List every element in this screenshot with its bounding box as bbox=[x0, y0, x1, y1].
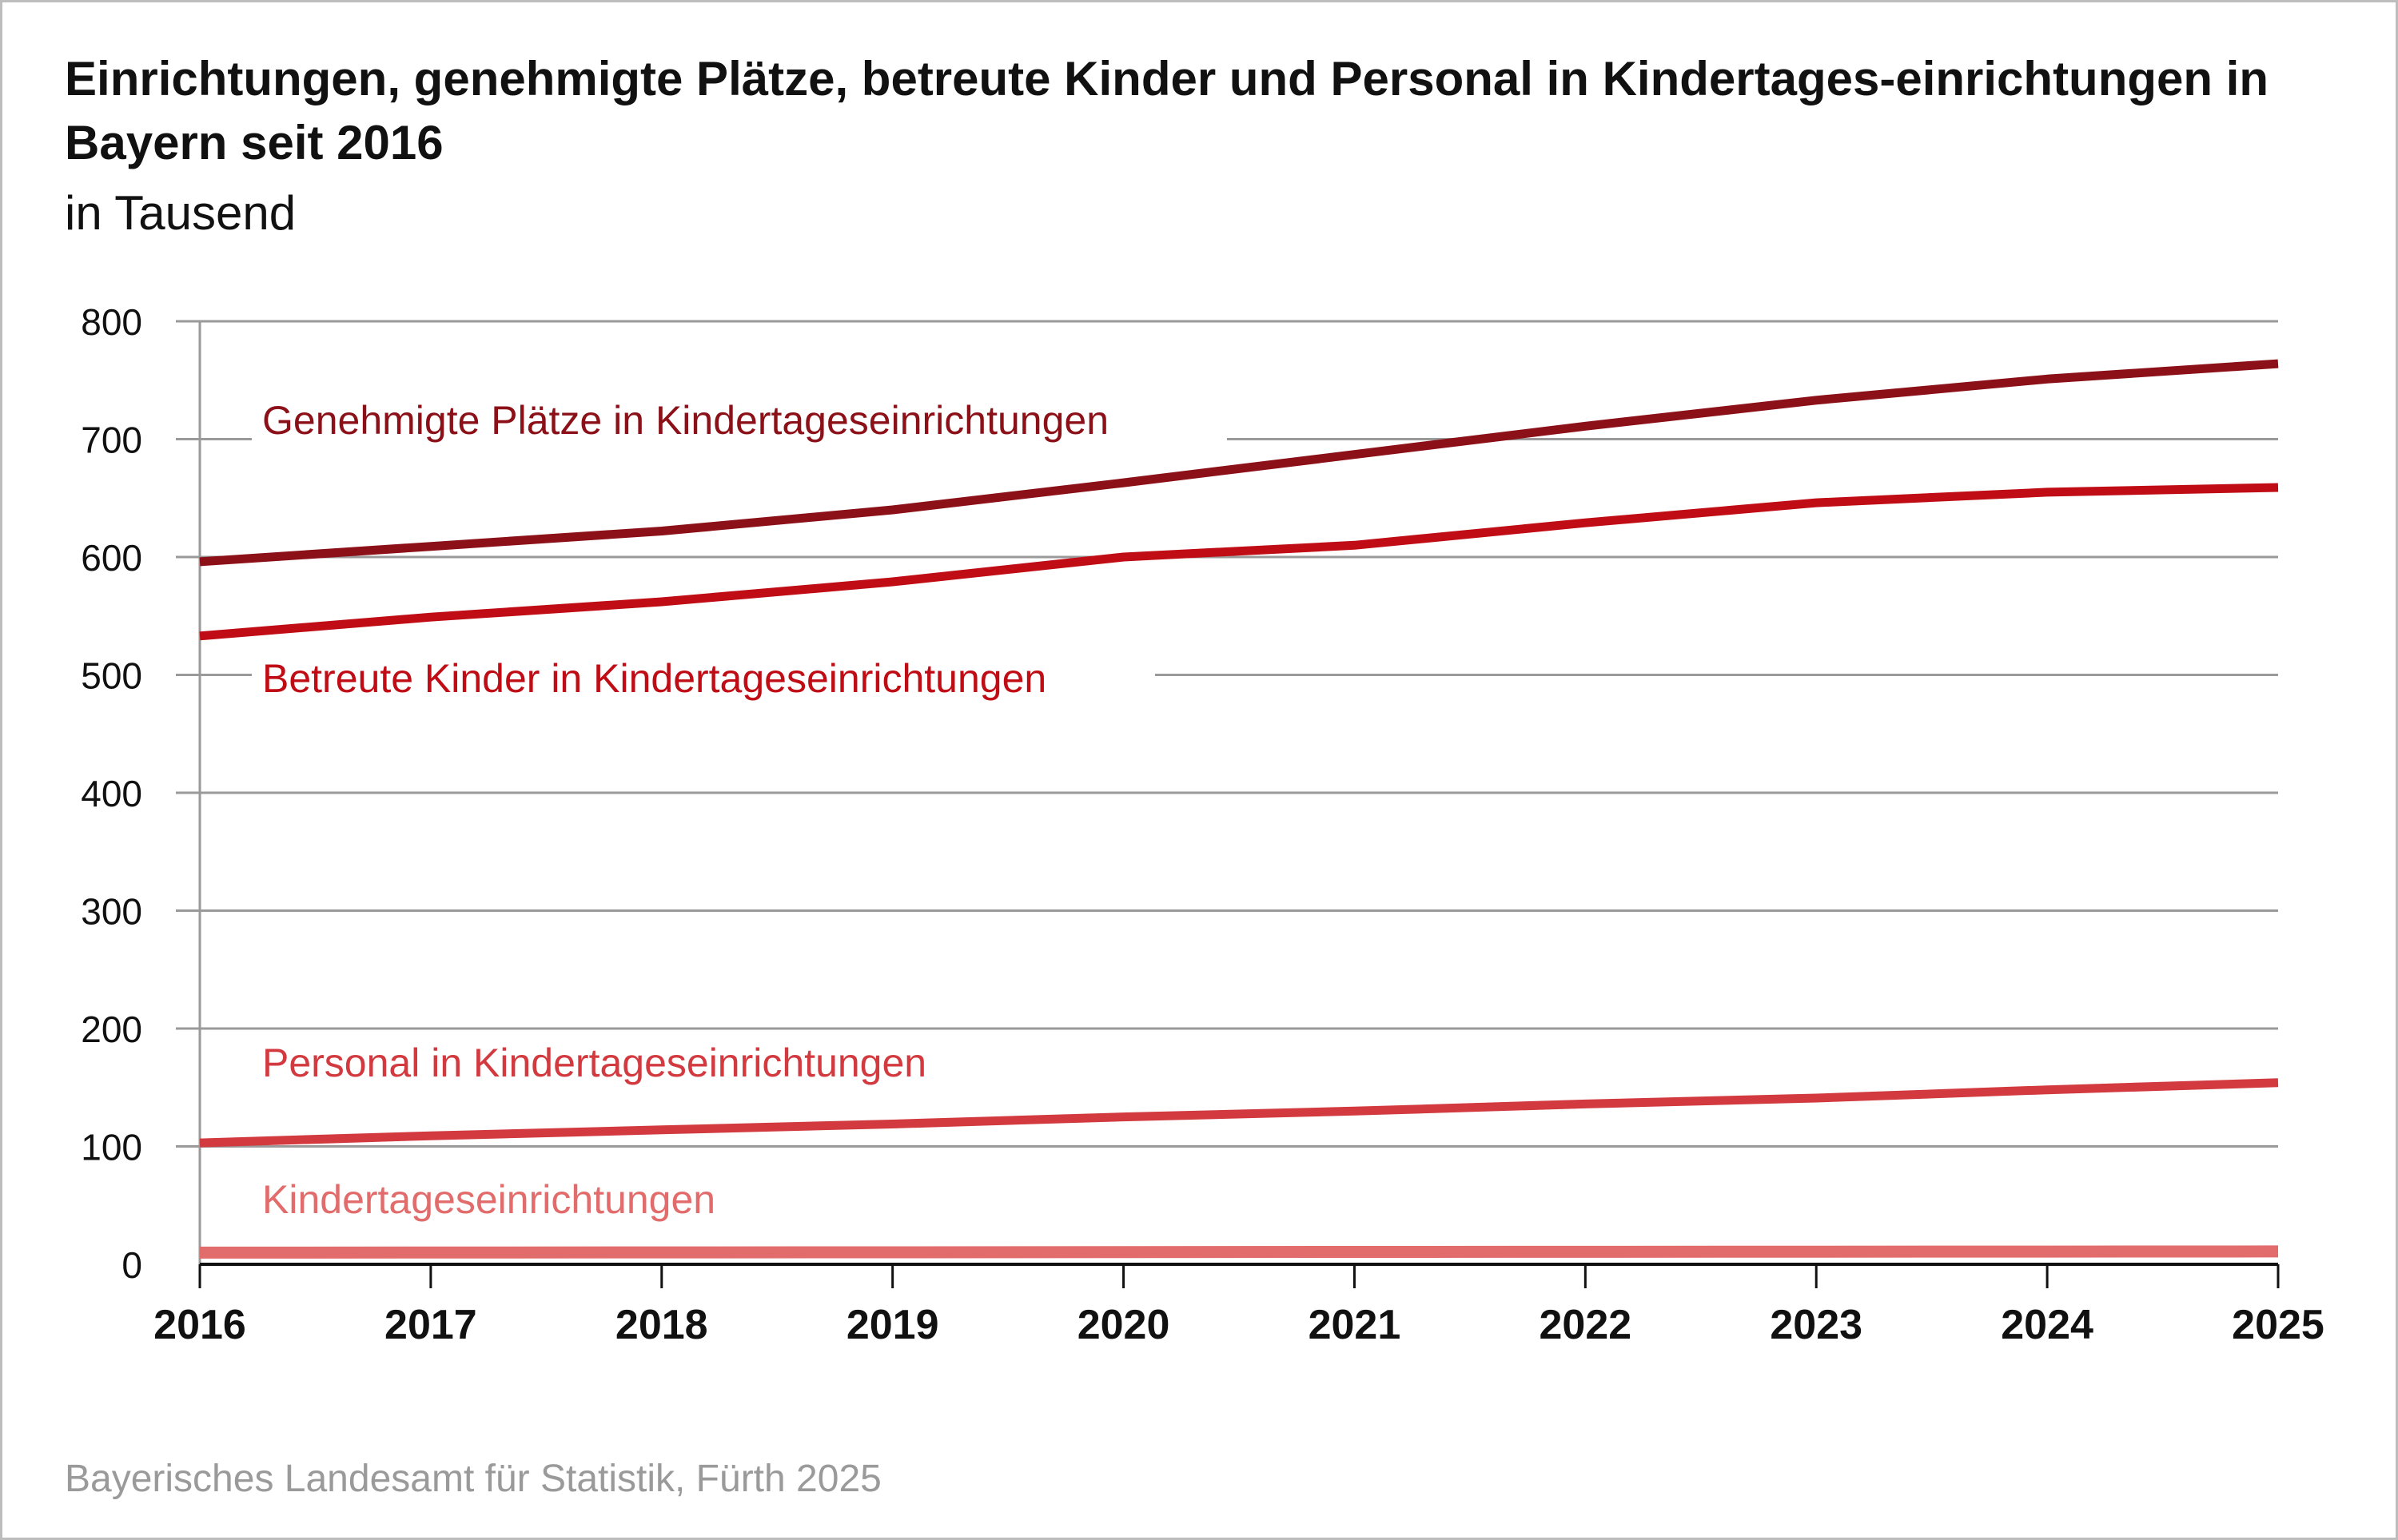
chart-subtitle: in Tausend bbox=[65, 186, 297, 240]
x-tick-label-2018: 2018 bbox=[615, 1302, 708, 1348]
series-label-einrichtungen: Kindertageseinrichtungen bbox=[262, 1177, 715, 1222]
x-tick-label-2022: 2022 bbox=[1539, 1302, 1631, 1348]
series-label-bg-kinder bbox=[252, 657, 1155, 721]
series-label-plaetze: Genehmigte Plätze in Kindertageseinricht… bbox=[262, 398, 1109, 443]
series-line-plaetze bbox=[199, 359, 2279, 567]
series-line-kinder bbox=[199, 483, 2279, 641]
series-label-bg-plaetze bbox=[252, 400, 1227, 464]
series-line-personal bbox=[199, 1078, 2279, 1148]
y-tick-label-300: 300 bbox=[81, 891, 142, 933]
y-tick-label-700: 700 bbox=[81, 420, 142, 461]
series-label-kinder: Betreute Kinder in Kindertageseinrichtun… bbox=[262, 656, 1046, 701]
y-tick-label-600: 600 bbox=[81, 537, 142, 579]
y-tick-label-100: 100 bbox=[81, 1127, 142, 1168]
series-lines bbox=[199, 359, 2279, 1259]
series-label-personal: Personal in Kindertageseinrichtungen bbox=[262, 1041, 926, 1085]
x-tick-label-2016: 2016 bbox=[153, 1302, 246, 1348]
x-tick-label-2021: 2021 bbox=[1309, 1302, 1401, 1348]
series-labels: Genehmigte Plätze in Kindertageseinricht… bbox=[252, 398, 1227, 1222]
axes: 0 100 200 300 400 500 600 700 800 2016 2017 2018 201… bbox=[81, 301, 2324, 1348]
x-tick-label-2020: 2020 bbox=[1078, 1302, 1170, 1348]
y-tick-label-800: 800 bbox=[81, 301, 142, 343]
y-tick-label-400: 400 bbox=[81, 773, 142, 814]
y-tick-label-0: 0 bbox=[121, 1244, 142, 1286]
x-tick-label-2017: 2017 bbox=[384, 1302, 477, 1348]
y-tick-label-500: 500 bbox=[81, 655, 142, 697]
y-tick-label-200: 200 bbox=[81, 1009, 142, 1050]
x-tick-label-2019: 2019 bbox=[846, 1302, 939, 1348]
x-tick-label-2023: 2023 bbox=[1770, 1302, 1862, 1348]
series-line-einrichtungen bbox=[199, 1245, 2279, 1259]
source-note: Bayerisches Landesamt für Statistik, Für… bbox=[65, 1458, 882, 1500]
chart-title: Einrichtungen, genehmigte Plätze, betreu… bbox=[65, 52, 2269, 169]
x-tick-label-2025: 2025 bbox=[2232, 1302, 2324, 1348]
x-tick-label-2024: 2024 bbox=[2001, 1302, 2093, 1348]
